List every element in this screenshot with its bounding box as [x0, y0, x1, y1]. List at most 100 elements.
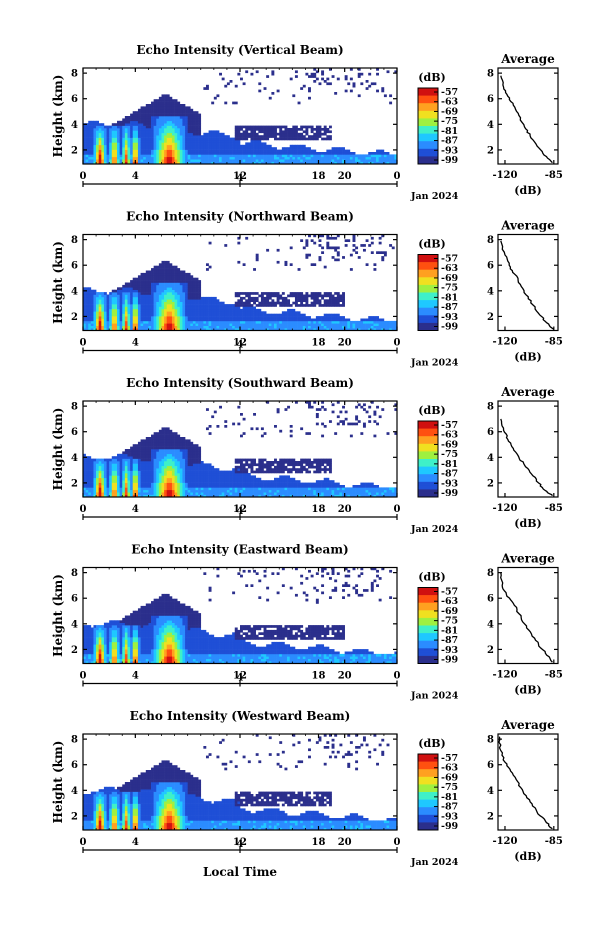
heatmap-cell	[379, 319, 382, 322]
heatmap-cell	[219, 142, 222, 145]
heatmap-cell	[175, 138, 178, 141]
heatmap-cell	[172, 299, 175, 302]
heatmap-cell	[185, 111, 188, 114]
heatmap-cell	[261, 159, 264, 162]
heatmap-cell	[190, 492, 193, 495]
heatmap-cell	[164, 150, 167, 153]
heatmap-cell	[185, 118, 188, 121]
heatmap-cell	[172, 468, 175, 471]
heatmap-cell	[117, 323, 120, 326]
heatmap-cell	[122, 138, 125, 141]
heatmap-cell	[117, 468, 120, 471]
heatmap-cell	[148, 326, 151, 329]
heatmap-cell	[133, 478, 136, 481]
heatmap-cell	[164, 295, 167, 298]
heatmap-cell	[282, 314, 285, 317]
heatmap-cell	[209, 140, 212, 143]
heatmap-cell	[206, 304, 209, 307]
heatmap-cell	[167, 116, 170, 119]
heatmap-cell	[219, 154, 222, 157]
heatmap-cell	[227, 326, 230, 329]
heatmap-cell	[206, 299, 209, 302]
heatmap-cell	[193, 147, 196, 150]
heatmap-cell	[214, 304, 217, 307]
heatmap-cell	[271, 128, 274, 131]
heatmap-cell	[109, 475, 112, 478]
heatmap-cell	[88, 302, 91, 305]
heatmap-cell	[371, 152, 374, 155]
heatmap-cell	[148, 147, 151, 150]
heatmap-cell	[88, 473, 91, 476]
heatmap-cell	[117, 478, 120, 481]
heatmap-cell	[112, 138, 115, 141]
heatmap-cell	[198, 292, 201, 295]
heatmap-cell	[122, 159, 125, 162]
heatmap-cell	[107, 463, 110, 466]
heatmap-cell	[180, 451, 183, 454]
heatmap-cell	[138, 123, 141, 126]
heatmap-cell	[154, 326, 157, 329]
average-y-tick-label: 4	[487, 286, 494, 297]
heatmap-cell	[156, 311, 159, 314]
heatmap-cell	[206, 142, 209, 145]
heatmap-cell	[151, 292, 154, 295]
heatmap-cell	[261, 297, 264, 300]
heatmap-cell	[167, 439, 170, 442]
heatmap-cell	[311, 73, 314, 76]
heatmap-cell	[146, 128, 149, 131]
heatmap-cell	[308, 147, 311, 150]
heatmap-cell	[159, 114, 162, 117]
heatmap-cell	[185, 442, 188, 445]
heatmap-cell	[151, 273, 154, 276]
heatmap-cell	[256, 152, 259, 155]
heatmap-cell	[122, 292, 125, 295]
heatmap-cell	[151, 145, 154, 148]
heatmap-cell	[88, 121, 91, 124]
heatmap-cell	[133, 299, 136, 302]
heatmap-cell	[159, 266, 162, 269]
heatmap-cell	[305, 154, 308, 157]
heatmap-cell	[91, 147, 94, 150]
heatmap-cell	[339, 152, 342, 155]
heatmap-cell	[196, 285, 199, 288]
heatmap-cell	[143, 118, 146, 121]
heatmap-cell	[172, 435, 175, 438]
heatmap-cell	[141, 147, 144, 150]
heatmap-cell	[326, 321, 329, 324]
heatmap-cell	[305, 323, 308, 326]
heatmap-cell	[141, 309, 144, 312]
heatmap-cell	[164, 268, 167, 271]
heatmap-cell	[114, 463, 117, 466]
heatmap-cell	[182, 444, 185, 447]
heatmap-cell	[350, 90, 353, 93]
heatmap-cell	[303, 319, 306, 322]
heatmap-cell	[164, 142, 167, 145]
heatmap-cell	[154, 480, 157, 483]
heatmap-cell	[209, 147, 212, 150]
heatmap-cell	[154, 285, 157, 288]
heatmap-cell	[146, 133, 149, 136]
heatmap-cell	[188, 295, 191, 298]
heatmap-cell	[99, 292, 102, 295]
heatmap-cell	[112, 459, 115, 462]
heatmap-cell	[127, 135, 130, 138]
heatmap-cell	[135, 449, 138, 452]
heatmap-cell	[114, 159, 117, 162]
heatmap-cell	[91, 126, 94, 129]
heatmap-cell	[148, 314, 151, 317]
heatmap-cell	[177, 461, 180, 464]
heatmap-cell	[159, 463, 162, 466]
heatmap-cell	[125, 157, 128, 160]
heatmap-cell	[292, 326, 295, 329]
heatmap-cell	[269, 135, 272, 138]
heatmap-cell	[169, 319, 172, 322]
heatmap-cell	[156, 297, 159, 300]
heatmap-cell	[279, 138, 282, 141]
heatmap-cell	[188, 126, 191, 129]
heatmap-cell	[138, 280, 141, 283]
heatmap-cell	[298, 145, 301, 148]
heatmap-cell	[182, 304, 185, 307]
heatmap-cell	[196, 135, 199, 138]
heatmap-cell	[96, 475, 99, 478]
heatmap-cell	[300, 135, 303, 138]
